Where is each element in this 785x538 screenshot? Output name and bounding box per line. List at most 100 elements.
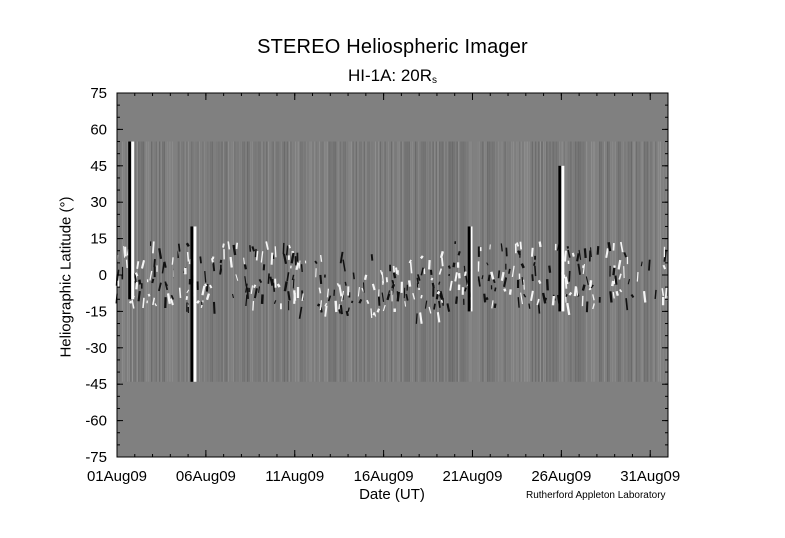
structure-mark	[164, 281, 169, 291]
structure-mark	[199, 256, 202, 264]
structure-mark	[134, 272, 139, 277]
structure-mark	[273, 300, 277, 305]
structure-mark	[619, 289, 623, 293]
structure-mark	[537, 302, 541, 314]
structure-mark	[623, 252, 627, 258]
structure-mark	[590, 284, 594, 289]
structure-mark	[186, 251, 190, 262]
structure-mark	[186, 289, 190, 294]
structure-mark	[465, 275, 469, 286]
y-axis-ticks: 75 60 45 30 15 0 -15 -30 -45 -60 -75	[85, 85, 668, 466]
structure-mark	[142, 297, 145, 309]
structure-mark	[585, 276, 589, 286]
structure-mark	[536, 298, 540, 306]
structure-mark	[201, 285, 206, 296]
structure-mark	[503, 288, 507, 292]
structure-mark	[371, 283, 376, 291]
structure-mark	[391, 279, 395, 286]
structure-mark	[379, 269, 383, 275]
structure-mark	[285, 245, 289, 256]
structure-mark	[663, 249, 667, 262]
structure-mark	[573, 286, 578, 297]
structure-mark	[151, 278, 155, 284]
structure-mark	[295, 262, 300, 271]
structure-mark	[615, 290, 619, 297]
structure-mark	[565, 294, 568, 297]
subtitle-main: HI-1A: 20R	[347, 66, 433, 85]
structure-mark	[407, 280, 412, 287]
structure-mark	[350, 300, 354, 304]
structure-mark	[153, 259, 156, 268]
structure-mark	[531, 274, 534, 282]
structure-mark	[523, 293, 527, 298]
y-tick-label: -60	[85, 413, 107, 430]
structure-mark	[209, 284, 213, 289]
structure-mark	[229, 256, 233, 268]
structure-mark	[520, 292, 523, 305]
structure-mark	[152, 297, 156, 306]
structure-mark	[185, 296, 189, 301]
structure-mark	[204, 283, 208, 287]
structure-mark	[340, 290, 345, 302]
structure-mark	[372, 312, 376, 316]
structure-mark	[158, 248, 163, 259]
structure-mark	[265, 241, 269, 250]
structure-mark	[519, 241, 523, 250]
structure-mark	[131, 299, 135, 309]
structure-mark	[235, 242, 239, 250]
structure-mark	[339, 251, 344, 264]
structure-mark	[523, 279, 525, 290]
feature-dark	[467, 226, 471, 312]
structure-mark	[258, 278, 263, 284]
y-tick-label: -75	[85, 449, 107, 466]
structure-mark	[500, 243, 503, 252]
structure-mark	[412, 292, 416, 300]
structure-mark	[287, 291, 291, 301]
structure-mark	[664, 287, 668, 299]
structure-mark	[430, 277, 434, 281]
structure-mark	[272, 282, 276, 292]
structure-mark	[396, 291, 399, 301]
structure-mark	[344, 281, 347, 286]
structure-mark	[170, 298, 174, 306]
feature-dark	[190, 226, 194, 382]
structure-mark	[243, 264, 248, 270]
structure-mark	[568, 270, 571, 282]
structure-mark	[298, 306, 303, 319]
y-tick-label: 15	[90, 231, 107, 248]
structure-mark	[436, 312, 441, 323]
structure-mark	[362, 282, 365, 293]
structure-mark	[124, 246, 127, 257]
structure-mark	[219, 268, 223, 275]
structure-mark	[568, 291, 573, 296]
structure-mark	[338, 284, 343, 297]
structure-mark	[438, 300, 441, 308]
structure-mark	[163, 261, 167, 268]
structure-mark	[158, 282, 162, 292]
structure-mark	[358, 298, 363, 304]
structure-mark	[288, 244, 291, 249]
structure-mark	[548, 265, 552, 273]
structure-mark	[137, 290, 141, 302]
structure-mark	[222, 243, 225, 248]
y-tick-label: 75	[90, 85, 107, 102]
gap-band	[173, 140, 178, 383]
structure-mark	[293, 292, 296, 304]
structure-mark	[386, 293, 391, 301]
y-tick-label: -30	[85, 340, 107, 357]
structure-mark	[318, 287, 322, 294]
structure-mark	[566, 246, 570, 249]
structure-mark	[487, 274, 491, 282]
structure-mark	[300, 264, 303, 273]
structure-mark	[662, 264, 667, 270]
structure-mark	[533, 261, 536, 266]
structure-mark	[324, 305, 328, 317]
structure-mark	[345, 310, 349, 317]
structure-mark	[205, 293, 210, 301]
structure-mark	[301, 293, 304, 302]
structure-mark	[508, 289, 512, 295]
structure-mark	[493, 303, 497, 309]
structure-mark	[409, 261, 413, 274]
structure-mark	[592, 303, 595, 310]
